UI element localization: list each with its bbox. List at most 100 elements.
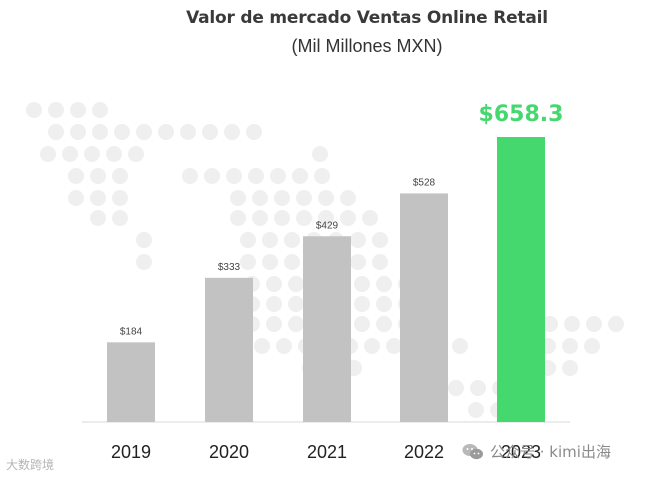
map-dot [372,232,388,248]
map-dot [128,146,144,162]
map-dot [136,124,152,140]
x-tick-2020: 2020 [209,442,249,462]
map-dot [288,276,304,292]
map-dot [270,168,286,184]
watermark-account: 公众号 · kimi出海 [462,441,611,462]
map-dot [296,190,312,206]
map-dot [248,168,264,184]
map-dot [48,124,64,140]
map-dot [314,168,330,184]
map-dot [354,316,370,332]
map-dot [354,296,370,312]
map-dot [180,124,196,140]
map-dot [40,146,56,162]
data-label-2021: $429 [316,220,339,231]
map-dot [372,254,388,270]
map-dot [114,124,130,140]
map-dot [376,296,392,312]
map-dot [246,124,262,140]
map-dot [276,338,292,354]
map-dot [68,190,84,206]
map-dot [266,316,282,332]
map-dot [112,190,128,206]
map-dot [158,124,174,140]
map-dot [470,380,486,396]
data-label-2019: $184 [120,326,143,337]
map-dot [226,168,242,184]
map-dot [252,210,268,226]
map-dot [608,316,624,332]
map-dot [84,146,100,162]
map-dot [318,210,334,226]
map-dot [386,338,402,354]
map-dot [452,338,468,354]
map-dot [182,168,198,184]
watermark-account-text: 公众号 · kimi出海 [490,443,611,461]
map-dot [284,232,300,248]
map-dot [350,254,366,270]
map-dot [448,380,464,396]
map-dot [240,254,256,270]
map-dot [240,232,256,248]
map-dot [340,190,356,206]
map-dot [26,102,42,118]
map-dot [112,168,128,184]
map-dot [90,210,106,226]
map-dot [340,210,356,226]
map-dot [542,316,558,332]
map-dot [106,146,122,162]
map-dot [48,102,64,118]
map-dot [376,276,392,292]
map-dot [274,190,290,206]
map-dot [224,124,240,140]
map-dot [252,190,268,206]
map-dot [136,254,152,270]
map-dot [90,190,106,206]
map-dot [70,102,86,118]
map-dot [90,168,106,184]
map-dot [274,210,290,226]
map-dot [364,338,380,354]
map-dot [202,124,218,140]
map-dot [266,296,282,312]
map-dot [284,254,300,270]
map-dot [62,146,78,162]
map-dot [70,124,86,140]
map-dot [92,124,108,140]
map-dot [296,210,312,226]
data-label-2022: $528 [413,177,436,188]
x-tick-2022: 2022 [404,442,444,462]
map-dot [318,190,334,206]
map-dot [562,360,578,376]
map-dot [254,338,270,354]
map-dot [262,254,278,270]
x-tick-2023: 2023 [501,442,541,462]
bar-2023 [497,137,545,422]
map-dot [562,338,578,354]
map-dot [586,316,602,332]
map-dot [230,190,246,206]
map-dot [468,402,484,418]
map-dot [376,316,392,332]
x-tick-2019: 2019 [111,442,151,462]
map-dot [92,102,108,118]
bar-2022 [400,193,448,422]
map-dot [350,232,366,248]
map-dot [230,210,246,226]
data-label-2020: $333 [218,262,241,273]
map-dot [584,338,600,354]
map-dot [288,316,304,332]
bar-2021 [303,236,351,422]
map-dot [68,168,84,184]
map-dot [292,168,308,184]
data-label-2023: $658.3 [479,102,564,127]
map-dot [288,296,304,312]
bar-2019 [107,342,155,422]
map-dot [362,210,378,226]
map-dot [354,276,370,292]
bar-2020 [205,277,253,422]
map-dot [112,210,128,226]
map-dot [136,232,152,248]
map-dot [312,146,328,162]
